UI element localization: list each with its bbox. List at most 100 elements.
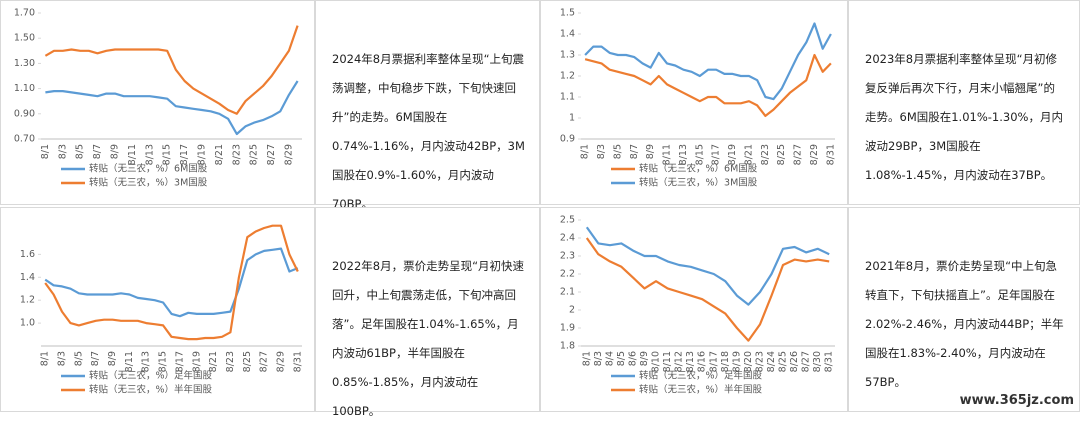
paragraph: 2022年8月，票价走势呈现“月初快速回升，中上旬震荡走低，下旬冲高回落”。足年… — [315, 207, 540, 418]
x-tick-label: 8/1 — [580, 144, 591, 159]
series-line — [584, 53, 832, 117]
legend-label: 转贴（无三农，%）6M国股 — [89, 163, 208, 175]
y-tick-label: 2.3 — [560, 251, 575, 262]
y-tick-label: 0.70 — [14, 134, 35, 145]
x-tick-label: 8/11 — [127, 144, 138, 165]
y-tick-label: 1.6 — [20, 249, 35, 260]
x-tick-label: 8/1 — [40, 351, 51, 366]
x-tick-label: 8/17 — [174, 351, 185, 372]
x-tick-label: 8/18 — [720, 351, 731, 372]
x-tick-label: 8/27 — [266, 144, 277, 165]
series-line — [584, 22, 832, 101]
x-tick-label: 8/25 — [778, 351, 789, 372]
x-tick-label: 8/12 — [674, 351, 685, 372]
y-tick-label: 2.2 — [560, 269, 575, 280]
x-tick-label: 8/23 — [754, 351, 765, 372]
x-tick-label: 8/13 — [141, 351, 152, 372]
x-tick-label: 8/31 — [824, 351, 835, 372]
x-tick-label: 8/21 — [214, 144, 225, 165]
x-tick-label: 8/11 — [124, 351, 135, 372]
x-tick-label: 8/7 — [92, 144, 103, 159]
x-tick-label: 8/29 — [809, 144, 820, 165]
x-tick-label: 8/3 — [596, 144, 607, 159]
x-tick-label: 8/25 — [242, 351, 253, 372]
x-tick-label: 8/5 — [612, 144, 623, 159]
x-tick-label: 8/23 — [760, 144, 771, 165]
x-tick-label: 8/15 — [162, 144, 173, 165]
y-tick-label: 1.3 — [560, 50, 575, 61]
x-tick-label: 8/27 — [259, 351, 270, 372]
x-tick-label: 8/31 — [292, 351, 303, 372]
x-tick-label: 8/15 — [158, 351, 169, 372]
x-tick-label: 8/31 — [825, 144, 836, 165]
x-tick-label: 8/11 — [662, 144, 673, 165]
series-line — [44, 247, 299, 318]
legend-label: 转贴（无三农，%）足年国股 — [89, 370, 213, 382]
legend-label: 转贴（无三农，%）半年国股 — [89, 384, 213, 396]
x-tick-label: 8/27 — [801, 351, 812, 372]
y-tick-label: 1.5 — [560, 8, 575, 19]
x-tick-label: 8/23 — [225, 351, 236, 372]
x-tick-label: 8/13 — [678, 144, 689, 165]
x-tick-label: 8/13 — [144, 144, 155, 165]
x-tick-label: 8/20 — [743, 351, 754, 372]
y-tick-label: 1.1 — [560, 92, 575, 103]
x-tick-label: 8/16 — [697, 351, 708, 372]
x-tick-label: 8/29 — [275, 351, 286, 372]
y-tick-label: 1.4 — [20, 272, 35, 283]
x-tick-label: 8/30 — [812, 351, 823, 372]
x-tick-label: 8/3 — [57, 351, 68, 366]
chart-panel: 0.9 1 1.1 1.2 1.3 1.4 1.5 8/1 8/3 8/5 8/7 8/9 8/11 8/… — [540, 0, 848, 205]
y-tick-label: 1.2 — [560, 71, 575, 82]
x-tick-label: 8/1 — [581, 351, 592, 366]
legend-label: 转贴（无三农，%）3M国股 — [89, 177, 208, 189]
x-tick-label: 8/6 — [627, 351, 638, 366]
x-tick-label: 8/25 — [776, 144, 787, 165]
y-tick-label: 2.5 — [560, 215, 575, 226]
x-tick-label: 8/24 — [766, 351, 777, 372]
paragraph: 2021年8月，票价走势呈现“中上旬急转直下，下旬扶摇直上”。足年国股在2.02… — [848, 207, 1080, 412]
x-tick-label: 8/29 — [283, 144, 294, 165]
watermark: www.365jz.com — [959, 393, 1074, 408]
series-line — [585, 237, 830, 342]
x-tick-label: 8/5 — [73, 351, 84, 366]
y-tick-label: 1.30 — [14, 58, 35, 69]
y-tick-label: 1.70 — [14, 8, 35, 19]
x-tick-label: 8/1 — [40, 144, 51, 159]
x-tick-label: 8/7 — [629, 144, 640, 159]
paragraph: 2024年8月票据利率整体呈现“上旬震荡调整，中旬稳步下跌，下旬快速回升”的走势… — [315, 0, 540, 211]
y-tick-label: 1 — [569, 113, 575, 124]
x-tick-label: 8/3 — [593, 351, 604, 366]
x-tick-label: 8/27 — [793, 144, 804, 165]
x-tick-label: 8/21 — [208, 351, 219, 372]
x-tick-label: 8/19 — [731, 351, 742, 372]
chart-panel: 1.8 1.9 2 2.1 2.2 2.3 2.4 2.5 8/1 8/3 8/4 8/5 8/6 8/9… — [540, 207, 848, 412]
paragraph: 2023年8月票据利率整体呈现“月初修复反弹后再次下行，月末小幅翘尾”的走势。6… — [848, 0, 1080, 205]
x-tick-label: 8/25 — [249, 144, 260, 165]
chart: 1.0 1.2 1.4 1.6 8/1 8/3 8/5 8/7 8/9 8/11 8/13 8/15 8… — [20, 224, 303, 396]
legend-label: 转贴（无三农，%）半年国股 — [639, 384, 763, 396]
x-tick-label: 8/17 — [708, 351, 719, 372]
legend-label: 转贴（无三农，%）6M国股 — [639, 163, 758, 175]
x-tick-label: 8/9 — [109, 144, 120, 159]
x-tick-label: 8/13 — [685, 351, 696, 372]
x-tick-label: 8/9 — [107, 351, 118, 366]
y-tick-label: 1.50 — [14, 33, 35, 44]
x-tick-label: 8/19 — [191, 351, 202, 372]
series-line — [44, 224, 299, 341]
y-tick-label: 1.8 — [560, 341, 575, 352]
y-tick-label: 2.4 — [560, 233, 575, 244]
chart-panel: 1.0 1.2 1.4 1.6 8/1 8/3 8/5 8/7 8/9 8/11 8/13 8/15 8… — [0, 207, 315, 412]
x-tick-label: 8/21 — [743, 144, 754, 165]
x-tick-label: 8/5 — [75, 144, 86, 159]
x-tick-label: 8/11 — [662, 351, 673, 372]
x-tick-label: 8/23 — [231, 144, 242, 165]
chart: 0.9 1 1.1 1.2 1.3 1.4 1.5 8/1 8/3 8/5 8/7 8/9 8/11 8/… — [560, 8, 837, 189]
y-tick-label: 0.90 — [14, 108, 35, 119]
x-tick-label: 8/19 — [196, 144, 207, 165]
x-tick-label: 8/10 — [651, 351, 662, 372]
x-tick-label: 8/15 — [694, 144, 705, 165]
series-line — [45, 80, 299, 136]
y-tick-label: 1.0 — [20, 318, 35, 329]
x-tick-label: 8/9 — [639, 351, 650, 366]
